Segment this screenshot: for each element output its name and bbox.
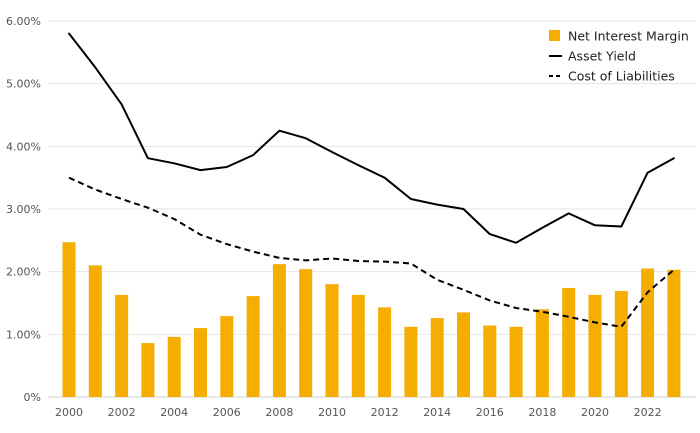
bar-net-interest-margin xyxy=(246,296,260,397)
bar-net-interest-margin xyxy=(194,328,207,397)
x-tick-label: 2020 xyxy=(581,406,609,419)
bar-net-interest-margin xyxy=(88,265,102,397)
x-tick-label: 2002 xyxy=(108,406,136,419)
y-tick-label: 6.00% xyxy=(6,15,41,28)
bar-net-interest-margin xyxy=(272,264,286,397)
bar-net-interest-margin xyxy=(562,287,576,397)
grid-layer xyxy=(48,20,696,398)
x-tick-label: 2014 xyxy=(423,406,451,419)
y-axis: 0% 1.00% 2.00% 3.00% 4.00% 5.00% 6.00% xyxy=(6,15,41,404)
bar-net-interest-margin xyxy=(483,325,497,397)
bar-net-interest-margin xyxy=(220,316,234,397)
bar-net-interest-margin xyxy=(115,294,129,397)
line-series xyxy=(68,32,675,328)
legend-label: Cost of Liabilities xyxy=(568,69,675,84)
bar-net-interest-margin xyxy=(351,294,365,397)
legend: Net Interest Margin Asset Yield Cost of Li… xyxy=(549,29,689,84)
line-cost-of-liabilities xyxy=(68,176,675,328)
bar-net-interest-margin xyxy=(457,312,470,397)
legend-item: Cost of Liabilities xyxy=(549,69,675,84)
x-tick-label: 2004 xyxy=(160,406,188,419)
y-tick-label: 0% xyxy=(24,391,41,404)
x-tick-label: 2016 xyxy=(476,406,504,419)
legend-label: Asset Yield xyxy=(568,49,636,64)
bar-net-interest-margin xyxy=(430,318,444,397)
x-tick-label: 2006 xyxy=(213,406,241,419)
x-tick-label: 2000 xyxy=(55,406,83,419)
bar-net-interest-margin xyxy=(141,343,155,397)
y-tick-label: 2.00% xyxy=(6,266,41,279)
bar-net-interest-margin xyxy=(325,284,339,397)
bar-net-interest-margin xyxy=(588,294,602,397)
y-tick-label: 1.00% xyxy=(6,328,41,341)
legend-item: Net Interest Margin xyxy=(549,29,689,44)
x-tick-label: 2012 xyxy=(371,406,399,419)
bar-net-interest-margin xyxy=(167,336,181,397)
x-tick-label: 2018 xyxy=(528,406,556,419)
legend-label: Net Interest Margin xyxy=(568,29,689,44)
bar-net-interest-margin xyxy=(299,269,313,397)
y-tick-label: 3.00% xyxy=(6,203,41,216)
bar-net-interest-margin xyxy=(614,291,628,397)
bar-net-interest-margin xyxy=(62,242,76,397)
bar-series xyxy=(62,242,681,397)
y-tick-label: 4.00% xyxy=(6,140,41,153)
x-axis: 2000 2002 2004 2006 2008 2010 2012 2014 2016 2018… xyxy=(55,406,662,419)
x-tick-label: 2022 xyxy=(634,406,662,419)
x-tick-label: 2010 xyxy=(318,406,346,419)
y-tick-label: 5.00% xyxy=(6,78,41,91)
bar-net-interest-margin xyxy=(378,307,392,397)
bar-net-interest-margin xyxy=(535,309,549,397)
x-tick-label: 2008 xyxy=(265,406,293,419)
legend-swatch xyxy=(549,30,560,41)
line-asset-yield xyxy=(68,32,675,244)
bar-net-interest-margin xyxy=(667,269,681,397)
bar-net-interest-margin xyxy=(509,326,523,397)
legend-item: Asset Yield xyxy=(549,49,636,64)
bar-net-interest-margin xyxy=(641,268,655,397)
bar-net-interest-margin xyxy=(404,326,418,397)
